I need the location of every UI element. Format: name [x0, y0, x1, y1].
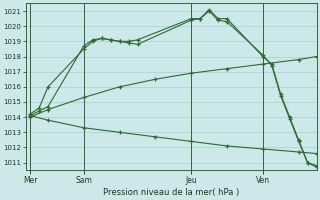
X-axis label: Pression niveau de la mer( hPa ): Pression niveau de la mer( hPa ) — [103, 188, 239, 197]
